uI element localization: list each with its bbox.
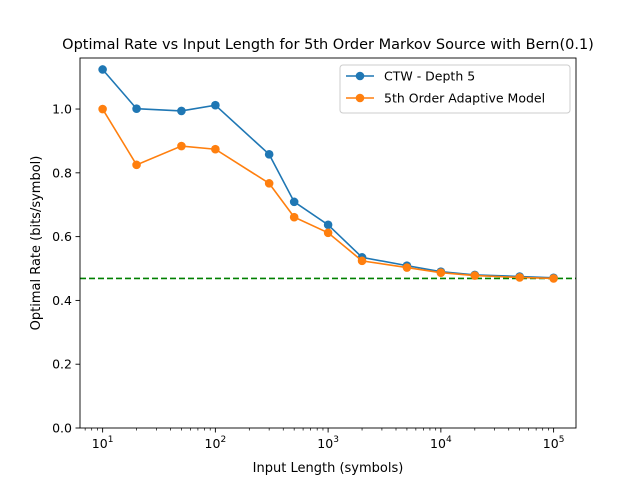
data-point [470, 271, 480, 280]
legend-label: CTW - Depth 5 [384, 69, 475, 84]
data-point [515, 273, 524, 282]
legend-label: 5th Order Adaptive Model [384, 91, 545, 106]
y-tick-label: 0.8 [52, 165, 72, 180]
data-point [289, 197, 299, 207]
data-point [211, 100, 220, 110]
y-tick-label: 0.4 [52, 293, 72, 308]
data-point [264, 150, 274, 159]
data-point [98, 65, 107, 74]
data-point [211, 144, 220, 154]
data-point [436, 268, 446, 277]
x-tick-label: 104 [430, 435, 452, 451]
y-tick-label: 0.0 [52, 421, 72, 436]
data-point [177, 106, 186, 116]
data-point [177, 141, 186, 151]
data-point [289, 212, 299, 222]
legend-item-2: 5th Order Adaptive Model [346, 91, 545, 106]
y-tick-label: 0.6 [52, 229, 72, 244]
plot-area [79, 57, 577, 429]
x-axis-label: Input Length (symbols) [253, 461, 404, 476]
data-point [402, 263, 412, 272]
chart-title: Optimal Rate vs Input Length for 5th Ord… [62, 37, 594, 53]
y-tick-label: 1.0 [52, 102, 72, 117]
legend-item-1: CTW - Depth 5 [346, 69, 475, 84]
data-point [132, 160, 141, 170]
data-point [549, 274, 558, 283]
legend: CTW - Depth 5 5th Order Adaptive Model [339, 64, 571, 114]
x-tick-label: 105 [543, 435, 565, 451]
y-tick-label: 0.2 [52, 357, 72, 372]
data-point [264, 179, 274, 188]
x-tick-label: 103 [317, 435, 339, 451]
data-point [98, 104, 107, 114]
legend-marker [355, 71, 365, 81]
legend-box [339, 64, 571, 114]
x-tick-label: 102 [205, 435, 227, 451]
x-axis: 101 102 103 104 105 [84, 428, 565, 451]
x-tick-label: 101 [92, 435, 114, 451]
y-axis: 0.0 0.2 0.4 0.6 0.8 1.0 [52, 102, 80, 436]
y-axis-label: Optimal Rate (bits/symbol) [29, 156, 44, 331]
data-point [357, 256, 367, 266]
legend-marker [355, 93, 365, 103]
data-point [323, 220, 333, 230]
series-line [101, 108, 554, 280]
data-point [132, 104, 141, 114]
series-2 [98, 104, 558, 283]
data-point [323, 228, 333, 238]
